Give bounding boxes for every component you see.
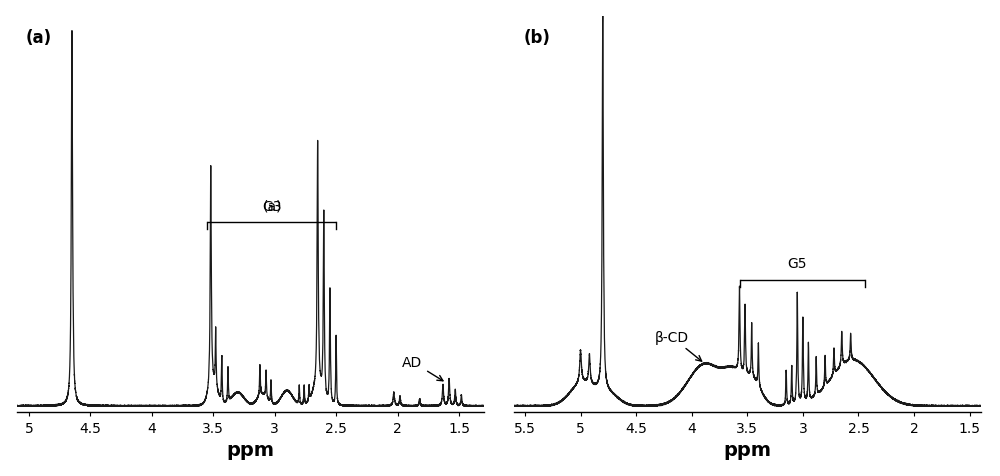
Text: G3: G3 [262,199,282,213]
Text: (b): (b) [523,29,550,47]
Text: G5: G5 [788,257,807,270]
X-axis label: ppm: ppm [723,440,771,459]
X-axis label: ppm: ppm [226,440,274,459]
Text: β-CD: β-CD [655,330,702,361]
Text: (a): (a) [26,29,52,47]
Text: AD: AD [402,355,443,381]
Text: (a): (a) [262,199,282,213]
